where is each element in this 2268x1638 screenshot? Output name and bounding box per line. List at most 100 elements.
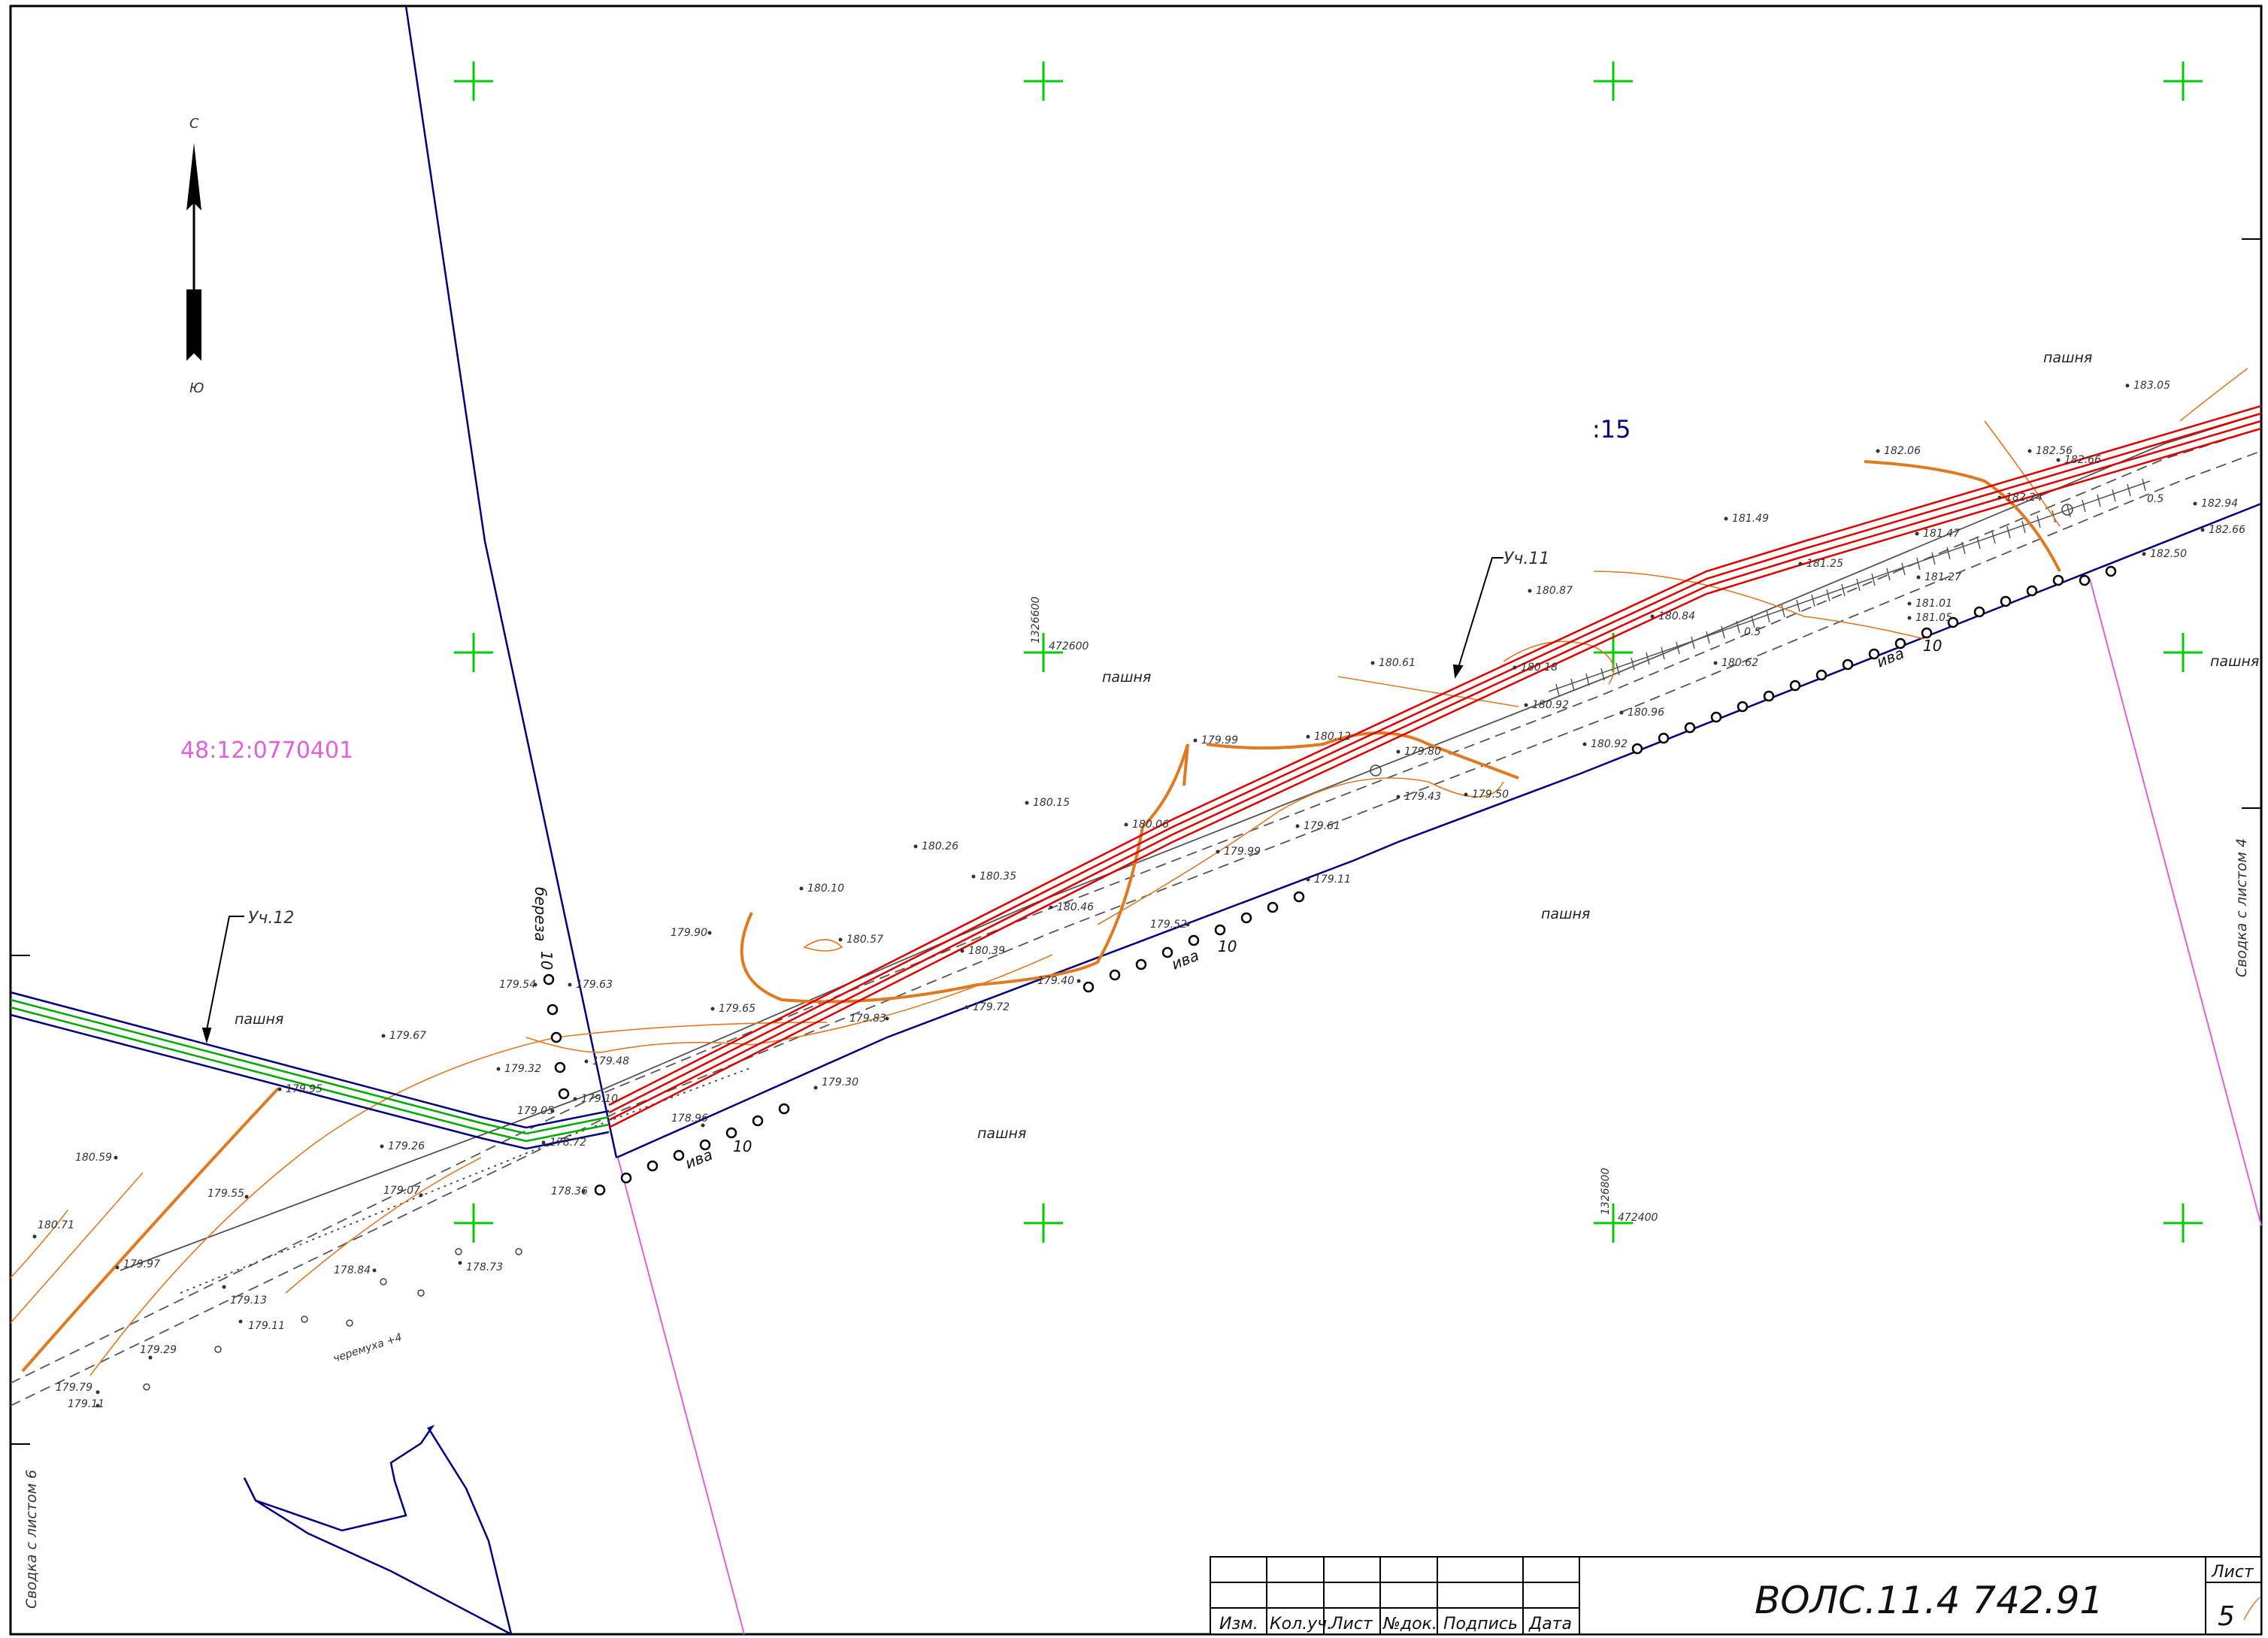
road: [10, 413, 2262, 1406]
spot-elevation: 180.46: [1049, 901, 1094, 913]
tree-label-iva: ива: [683, 1146, 715, 1173]
elevation-point: [707, 931, 712, 935]
elevation-value: 179.72: [973, 1001, 1010, 1013]
elevation-point: [1216, 849, 1220, 854]
elevation-point: [550, 1109, 555, 1113]
spot-elevation: 180.96: [1619, 707, 1664, 719]
spot-elevation: 179.72: [964, 1001, 1010, 1013]
elevation-value: 178.73: [466, 1261, 503, 1273]
spot-elevation: 182.66: [2200, 524, 2245, 536]
elevation-point: [1724, 516, 1728, 521]
elevation-value: 182.94: [2201, 498, 2238, 510]
elevation-point: [1528, 589, 1532, 593]
elevation-value: 179.99: [1224, 846, 1261, 858]
elevation-value: 179.48: [592, 1055, 629, 1067]
spot-elevation: 179.11: [1306, 873, 1351, 886]
elevation-point: [1907, 601, 1912, 606]
elevation-point: [1713, 661, 1718, 665]
spot-elevation: 180.87: [1528, 585, 1573, 597]
elevation-point: [114, 1155, 118, 1160]
elevation-point: [1876, 449, 1880, 453]
elevation-value: 180.57: [846, 934, 883, 946]
spot-elevation: 179.05: [517, 1105, 555, 1117]
spot-elevation: 180.71: [32, 1219, 74, 1239]
elevation-value: 179.80: [1404, 746, 1441, 758]
spot-elevation: 181.05: [1907, 612, 1952, 624]
side-label-right: Сводка с листом 4: [2233, 838, 2250, 977]
elevation-value: 183.05: [2133, 380, 2170, 392]
elevation-value: 179.55: [207, 1188, 244, 1200]
elevation-point: [710, 1007, 715, 1011]
elevation-value: 179.40: [1037, 975, 1074, 987]
elevation-point: [115, 1265, 120, 1270]
elevation-value: 179.83: [849, 1013, 886, 1025]
willow-row: [594, 565, 2117, 1196]
elevation-value: 180.61: [1379, 657, 1416, 669]
elevation-point: [1396, 749, 1400, 754]
cadastral-line: [617, 1157, 745, 1635]
elevation-value: 179.11: [1314, 873, 1351, 886]
spot-elevation: 179.40: [1037, 975, 1081, 987]
title-header-ndok: №док.: [1382, 1615, 1437, 1633]
elevation-value: 179.10: [581, 1093, 618, 1105]
elevation-value: 179.13: [230, 1294, 267, 1306]
spot-elevation: 179.83: [849, 1013, 889, 1025]
elevation-point: [1513, 665, 1517, 670]
elevation-point: [380, 1144, 384, 1149]
elevation-value: 180.12: [1314, 731, 1351, 743]
spot-elevation: 180.57: [838, 934, 883, 946]
tree-size: 10: [733, 1137, 752, 1155]
elevation-value: 180.15: [1033, 797, 1070, 809]
spot-elevation: 179.29: [140, 1344, 177, 1360]
spot-elevation: 180.92: [1524, 699, 1569, 711]
spot-elevation: 179.63: [568, 979, 613, 991]
elevation-value: 178.36: [551, 1185, 588, 1197]
spot-elevation: 181.01: [1907, 598, 1952, 610]
elevation-value: 180.92: [1591, 738, 1628, 750]
elevation-point: [2027, 449, 2032, 453]
spot-elevation: 180.18: [1513, 662, 1558, 674]
spot-elevation: 179.11: [238, 1319, 285, 1332]
area-label: пашня: [977, 1125, 1026, 1142]
spot-elevation: 179.95: [277, 1083, 322, 1095]
spot-elevation: 179.99: [1216, 846, 1261, 858]
elevation-point: [1650, 614, 1655, 619]
elevation-point: [496, 1067, 501, 1071]
elevation-point: [838, 937, 843, 942]
north-label: С: [189, 116, 199, 132]
spot-elevation: 179.65: [710, 1003, 755, 1015]
elevation-value: 180.10: [807, 883, 844, 895]
spot-elevation: 178.73: [458, 1261, 503, 1273]
elevation-value: 179.11: [68, 1398, 104, 1410]
elevation-point: [1619, 710, 1624, 715]
spot-elevation: 182.24: [1997, 492, 2042, 504]
drawing-code: ВОЛС.11.4 742.91: [1755, 1579, 2103, 1622]
elevation-point: [1916, 575, 1921, 580]
spot-elevation: 180.62: [1713, 657, 1758, 669]
elevation-point: [381, 1034, 386, 1038]
section-label-12: Уч.12: [248, 909, 294, 928]
spot-elevation: 180.35: [971, 870, 1016, 883]
half-marker: 0.5: [2147, 493, 2164, 505]
elevation-point: [799, 886, 804, 891]
tree-label-bereza: береза: [531, 887, 550, 942]
elevation-point: [1295, 824, 1300, 828]
elevation-point: [1915, 531, 1919, 536]
spot-elevation: 180.84: [1650, 610, 1695, 622]
elevation-point: [238, 1319, 243, 1324]
cable-route-12: [10, 991, 610, 1150]
spot-elevation: 179.54: [499, 979, 537, 991]
area-label: пашня: [1541, 906, 1590, 922]
spot-elevation: 183.05: [2125, 380, 2170, 392]
elevation-value: 180.26: [922, 840, 958, 852]
north-arrow-tail: [186, 289, 201, 361]
elevation-point: [419, 1193, 423, 1197]
spot-elevation: 180.59: [75, 1152, 118, 1164]
spot-elevation: 179.79: [56, 1382, 100, 1394]
elevation-point: [222, 1285, 226, 1289]
elevation-value: 181.47: [1923, 528, 1960, 540]
elevation-value: 182.50: [2150, 548, 2187, 560]
elevation-point: [1798, 562, 1803, 566]
area-label: пашня: [2043, 350, 2092, 366]
